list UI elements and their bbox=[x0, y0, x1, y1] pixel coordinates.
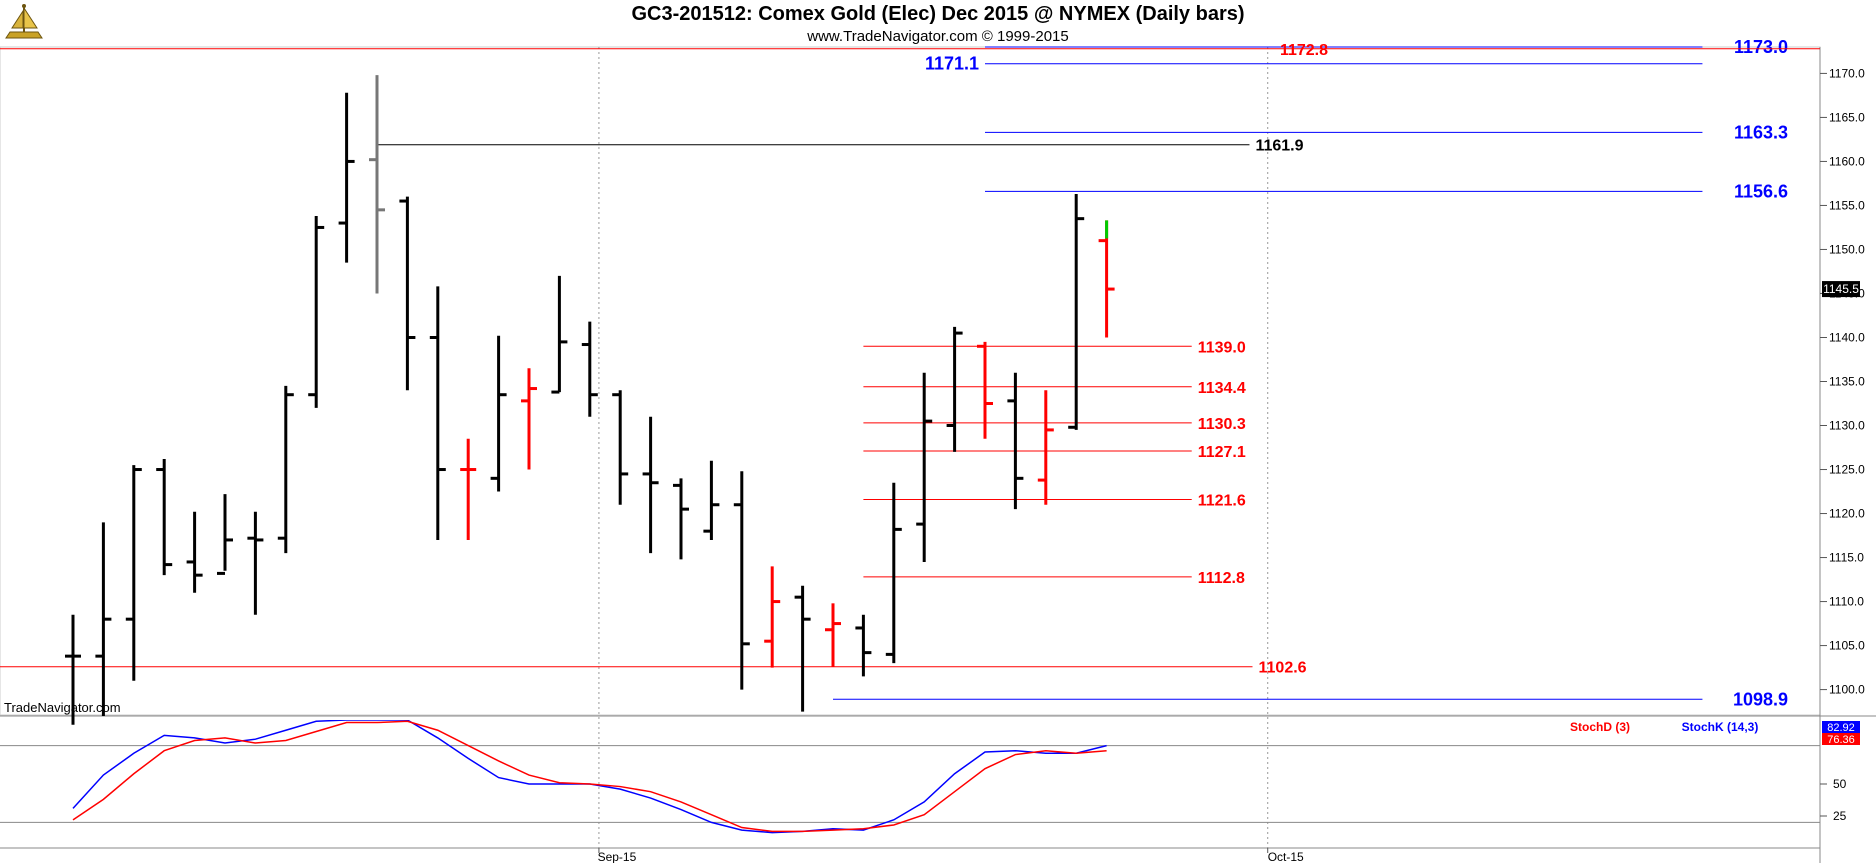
stoch-value-badge bbox=[1822, 733, 1860, 745]
ohlc-bar bbox=[612, 390, 629, 505]
ohlc-bar bbox=[825, 603, 841, 667]
stoch-value-label: 82.92 bbox=[1827, 722, 1855, 734]
level-label: 1098.9 bbox=[1733, 689, 1788, 709]
ohlc-bar bbox=[429, 286, 446, 540]
level-label: 1130.3 bbox=[1198, 416, 1246, 433]
stoch-axis-label: 50 bbox=[1833, 777, 1847, 791]
level-label: 1156.6 bbox=[1734, 181, 1788, 201]
price-panel-frame bbox=[0, 46, 1821, 716]
ohlc-bar bbox=[1068, 194, 1085, 430]
ohlc-bar bbox=[460, 438, 477, 540]
level-label: 1121.6 bbox=[1198, 492, 1246, 509]
level-label: 1139.0 bbox=[1198, 339, 1246, 356]
ohlc-bar bbox=[673, 478, 689, 560]
stoch-legend-entry: StochD (3) bbox=[1570, 720, 1630, 734]
ohlc-bar bbox=[764, 566, 781, 668]
chart-subtitle: www.TradeNavigator.com © 1999-2015 bbox=[806, 28, 1068, 45]
last-price-badge bbox=[1822, 281, 1860, 298]
watermark-label: TradeNavigator.com bbox=[4, 700, 121, 715]
ohlc-bar bbox=[581, 321, 598, 417]
ohlc-bar bbox=[369, 75, 385, 294]
ohlc-bar bbox=[642, 416, 659, 554]
stoch-series-line bbox=[72, 720, 1107, 834]
ohlc-bar bbox=[733, 471, 750, 690]
ohlc-bar bbox=[308, 216, 325, 408]
ohlc-bar bbox=[946, 326, 963, 452]
level-label: 1127.1 bbox=[1198, 444, 1246, 461]
ohlc-bar bbox=[277, 385, 294, 554]
stoch-legend-entry: StochK (14,3) bbox=[1682, 720, 1759, 734]
price-axis-label: 1125.0 bbox=[1829, 463, 1865, 477]
stoch-value-label: 76.36 bbox=[1827, 734, 1855, 746]
price-axis-label: 1140.0 bbox=[1829, 330, 1865, 344]
time-axis-label: Oct-15 bbox=[1268, 850, 1304, 863]
ohlc-bar bbox=[551, 275, 568, 394]
time-axis-label: Sep-15 bbox=[598, 850, 637, 863]
level-label: 1171.1 bbox=[925, 54, 979, 74]
ohlc-bar bbox=[977, 341, 993, 439]
ohlc-bar bbox=[703, 460, 720, 540]
price-axis-label: 1160.0 bbox=[1829, 154, 1865, 168]
ohlc-bar bbox=[186, 511, 203, 593]
price-axis-label: 1105.0 bbox=[1829, 639, 1865, 653]
ohlc-bar bbox=[1098, 220, 1115, 338]
last-price-label: 1145.5 bbox=[1823, 282, 1859, 296]
ohlc-bar bbox=[1007, 372, 1024, 510]
chart-title: GC3-201512: Comex Gold (Elec) Dec 2015 @… bbox=[631, 3, 1244, 25]
ohlc-bar bbox=[156, 458, 173, 576]
ohlc-bar bbox=[794, 585, 811, 712]
tradenavigator-logo-icon bbox=[4, 2, 44, 42]
price-axis-label: 1155.0 bbox=[1829, 198, 1865, 212]
price-axis-label: 1100.0 bbox=[1829, 683, 1865, 697]
ohlc-bar bbox=[855, 614, 872, 677]
level-label: 1173.0 bbox=[1734, 37, 1788, 57]
level-label: 1134.4 bbox=[1198, 380, 1246, 397]
price-axis-label: 1110.0 bbox=[1829, 595, 1864, 609]
level-label: 1161.9 bbox=[1255, 138, 1303, 155]
ohlc-bar bbox=[521, 368, 537, 470]
price-axis-label: 1115.0 bbox=[1829, 551, 1864, 565]
stoch-value-badge bbox=[1822, 721, 1860, 733]
ohlc-bar bbox=[916, 372, 933, 562]
ohlc-bar bbox=[1037, 390, 1054, 505]
ohlc-bar bbox=[338, 92, 355, 263]
ohlc-bar bbox=[399, 196, 416, 391]
price-axis-label: 1165.0 bbox=[1829, 110, 1865, 124]
ohlc-bar bbox=[95, 522, 112, 716]
ohlc-bar bbox=[247, 511, 264, 615]
ohlc-bar bbox=[125, 465, 142, 681]
level-label: 1163.3 bbox=[1734, 122, 1788, 142]
level-label: 1102.6 bbox=[1259, 660, 1307, 677]
price-axis-label: 1135.0 bbox=[1829, 375, 1865, 389]
price-axis-label: 1130.0 bbox=[1829, 419, 1865, 433]
price-axis-label: 1150.0 bbox=[1829, 242, 1865, 256]
ohlc-bar bbox=[65, 614, 81, 725]
chart-header: GC3-201512: Comex Gold (Elec) Dec 2015 @… bbox=[631, 3, 1244, 45]
level-label: 1172.8 bbox=[1280, 42, 1328, 59]
stoch-series-line bbox=[72, 720, 1107, 833]
ohlc-bar bbox=[885, 482, 902, 664]
level-label: 1112.8 bbox=[1198, 570, 1245, 587]
ohlc-bar bbox=[490, 335, 507, 492]
price-axis-label: 1170.0 bbox=[1829, 66, 1865, 80]
ohlc-bar bbox=[217, 494, 233, 575]
stoch-axis-label: 25 bbox=[1833, 809, 1847, 823]
price-axis-label: 1120.0 bbox=[1829, 507, 1865, 521]
